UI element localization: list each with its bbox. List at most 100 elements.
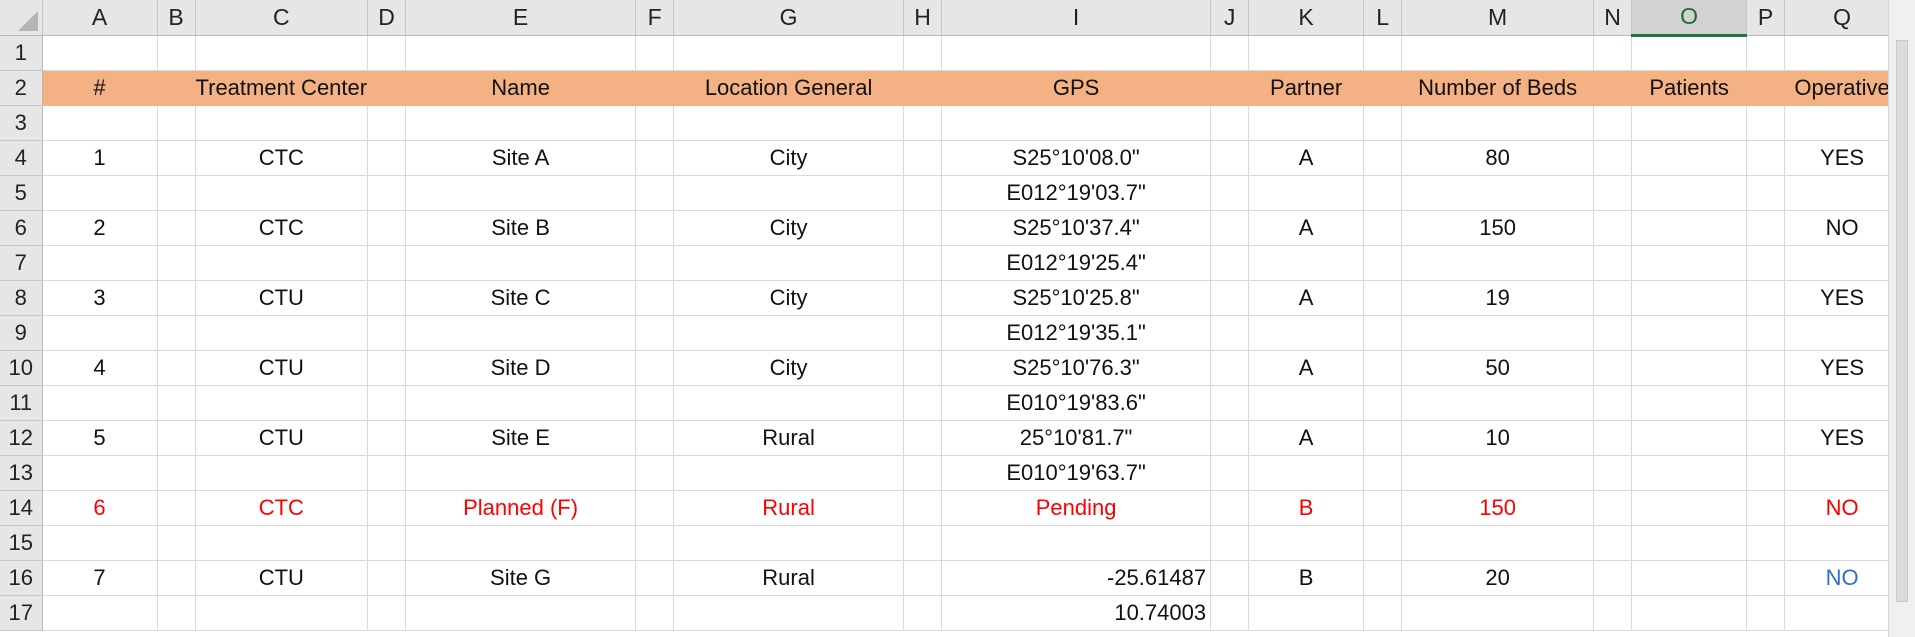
cell-gps[interactable]: E010°19'63.7" (941, 455, 1212, 491)
cell[interactable] (903, 210, 943, 246)
cell-location[interactable]: Rural (673, 490, 905, 526)
column-header-m[interactable]: M (1401, 0, 1595, 36)
cell[interactable] (1593, 595, 1633, 631)
cell[interactable] (195, 385, 369, 421)
cell[interactable] (195, 245, 369, 281)
cell[interactable] (157, 420, 196, 456)
cell[interactable] (405, 175, 637, 211)
cell[interactable] (1363, 140, 1403, 176)
cell[interactable] (42, 315, 158, 351)
cell[interactable] (1593, 385, 1633, 421)
cell[interactable] (1363, 35, 1403, 71)
cell[interactable] (1593, 525, 1633, 561)
cell-gps[interactable]: S25°10'76.3" (941, 350, 1212, 386)
cell[interactable] (157, 245, 196, 281)
cell[interactable] (367, 420, 407, 456)
cell-treatment-center[interactable]: CTC (195, 490, 369, 526)
header-cell-treatment-center[interactable]: Treatment Center (195, 70, 369, 106)
cell-name[interactable]: Site A (405, 140, 637, 176)
cell-beds[interactable]: 20 (1401, 560, 1595, 596)
cell[interactable] (635, 35, 675, 71)
cell[interactable] (941, 105, 1212, 141)
cell[interactable] (367, 210, 407, 246)
cell[interactable] (367, 70, 407, 106)
cell-treatment-center[interactable]: CTU (195, 280, 369, 316)
cell[interactable] (903, 350, 943, 386)
cell-gps[interactable]: Pending (941, 490, 1212, 526)
cell-location[interactable]: City (673, 350, 905, 386)
header-cell-location[interactable]: Location General (673, 70, 905, 106)
cell[interactable] (1210, 560, 1250, 596)
column-header-h[interactable]: H (903, 0, 943, 36)
cell-num[interactable]: 7 (42, 560, 158, 596)
cell-gps[interactable]: 25°10'81.7" (941, 420, 1212, 456)
cell-patients[interactable] (1631, 490, 1748, 526)
cell[interactable] (1210, 490, 1250, 526)
cell[interactable] (1210, 315, 1250, 351)
cell[interactable] (1210, 35, 1250, 71)
cell[interactable] (635, 245, 675, 281)
cell-patients[interactable] (1631, 560, 1748, 596)
cell[interactable] (1248, 525, 1365, 561)
cell[interactable] (635, 420, 675, 456)
column-header-d[interactable]: D (367, 0, 407, 36)
cell[interactable] (1746, 420, 1786, 456)
cell[interactable] (1248, 245, 1365, 281)
cell[interactable] (1746, 595, 1786, 631)
cell-num[interactable]: 6 (42, 490, 158, 526)
cell[interactable] (1746, 70, 1786, 106)
cell[interactable] (1248, 385, 1365, 421)
cell-name[interactable]: Site G (405, 560, 637, 596)
cell[interactable] (1248, 35, 1365, 71)
cell[interactable] (405, 245, 637, 281)
cell[interactable] (903, 595, 943, 631)
cell[interactable] (1401, 315, 1595, 351)
cell[interactable] (367, 105, 407, 141)
row-header[interactable]: 5 (0, 175, 43, 211)
cell[interactable] (42, 35, 158, 71)
cell-gps[interactable]: E012°19'35.1" (941, 315, 1212, 351)
cell[interactable] (1593, 210, 1633, 246)
cell-beds[interactable]: 80 (1401, 140, 1595, 176)
cell-treatment-center[interactable]: CTU (195, 560, 369, 596)
scrollbar-thumb[interactable] (1896, 40, 1908, 602)
cell[interactable] (157, 105, 196, 141)
cell[interactable] (1746, 525, 1786, 561)
cell[interactable] (1401, 385, 1595, 421)
cell[interactable] (1746, 315, 1786, 351)
header-cell-name[interactable]: Name (405, 70, 637, 106)
row-header[interactable]: 11 (0, 385, 43, 421)
cell[interactable] (1210, 175, 1250, 211)
select-all-corner[interactable] (0, 0, 43, 36)
cell-num[interactable]: 5 (42, 420, 158, 456)
header-cell-num[interactable]: # (42, 70, 158, 106)
cell[interactable] (1593, 420, 1633, 456)
cell[interactable] (1248, 175, 1365, 211)
cell-treatment-center[interactable]: CTC (195, 210, 369, 246)
cell-partner[interactable]: A (1248, 420, 1365, 456)
row-header[interactable]: 17 (0, 595, 43, 631)
cell-partner[interactable]: B (1248, 560, 1365, 596)
header-cell-beds[interactable]: Number of Beds (1401, 70, 1595, 106)
row-header[interactable]: 2 (0, 70, 43, 106)
cell-gps[interactable]: S25°10'25.8" (941, 280, 1212, 316)
column-header-e[interactable]: E (405, 0, 637, 36)
cell[interactable] (1210, 245, 1250, 281)
cell[interactable] (367, 490, 407, 526)
cell[interactable] (1593, 35, 1633, 71)
header-cell-patients[interactable]: Patients (1631, 70, 1748, 106)
cell[interactable] (1401, 175, 1595, 211)
column-header-a[interactable]: A (42, 0, 158, 36)
cell[interactable] (1248, 455, 1365, 491)
cell[interactable] (635, 490, 675, 526)
row-header[interactable]: 6 (0, 210, 43, 246)
cell[interactable] (195, 525, 369, 561)
column-header-c[interactable]: C (195, 0, 369, 36)
column-header-b[interactable]: B (157, 0, 196, 36)
cell-name[interactable]: Site E (405, 420, 637, 456)
cell[interactable] (903, 490, 943, 526)
column-header-p[interactable]: P (1746, 0, 1786, 36)
cell[interactable] (367, 525, 407, 561)
cell[interactable] (1248, 105, 1365, 141)
cell[interactable] (1401, 455, 1595, 491)
